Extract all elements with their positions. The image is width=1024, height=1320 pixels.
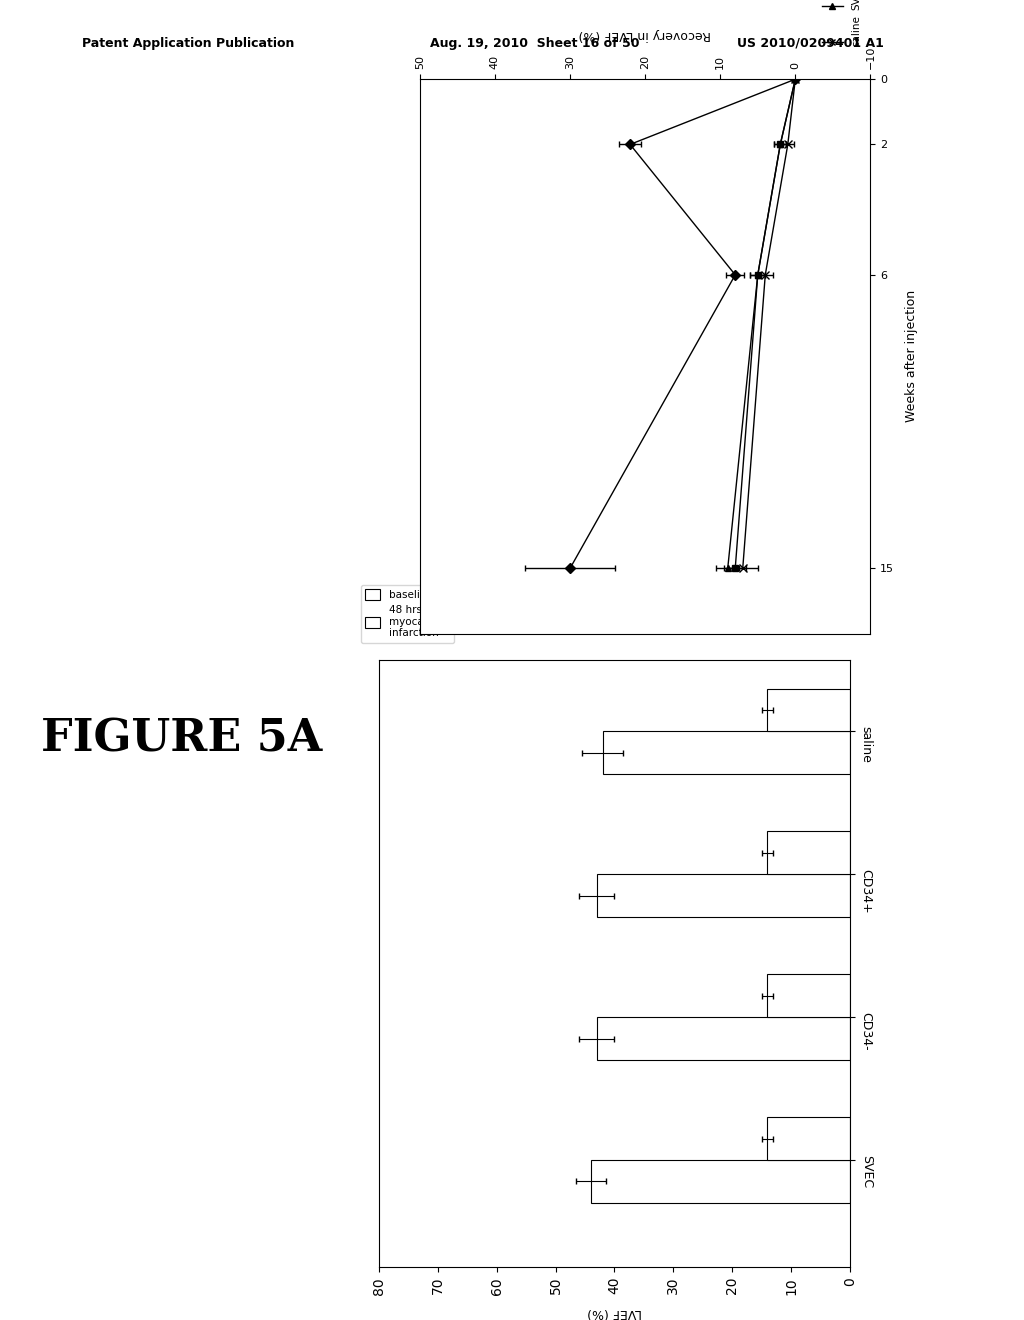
- X-axis label: Recovery in LVEF (%): Recovery in LVEF (%): [579, 28, 712, 41]
- Bar: [591, 1160, 850, 1203]
- Bar: [768, 974, 850, 1018]
- Y-axis label: Weeks after injection: Weeks after injection: [905, 290, 919, 422]
- Bar: [597, 1018, 850, 1060]
- Legend: baseline, 48 hrs after
myocardial
infarction: baseline, 48 hrs after myocardial infarc…: [360, 585, 454, 643]
- Bar: [597, 874, 850, 917]
- Text: US 2010/0209401 A1: US 2010/0209401 A1: [737, 37, 884, 50]
- Bar: [768, 689, 850, 731]
- X-axis label: LVEF (%): LVEF (%): [587, 1305, 642, 1319]
- Text: Patent Application Publication: Patent Application Publication: [82, 37, 294, 50]
- Bar: [768, 832, 850, 874]
- Text: FIGURE 5A: FIGURE 5A: [41, 718, 323, 760]
- Bar: [602, 731, 850, 775]
- Text: Aug. 19, 2010  Sheet 16 of 50: Aug. 19, 2010 Sheet 16 of 50: [430, 37, 640, 50]
- Legend: CD34+, CD34-, SVEC, saline: CD34+, CD34-, SVEC, saline: [818, 0, 865, 51]
- Bar: [768, 1117, 850, 1160]
